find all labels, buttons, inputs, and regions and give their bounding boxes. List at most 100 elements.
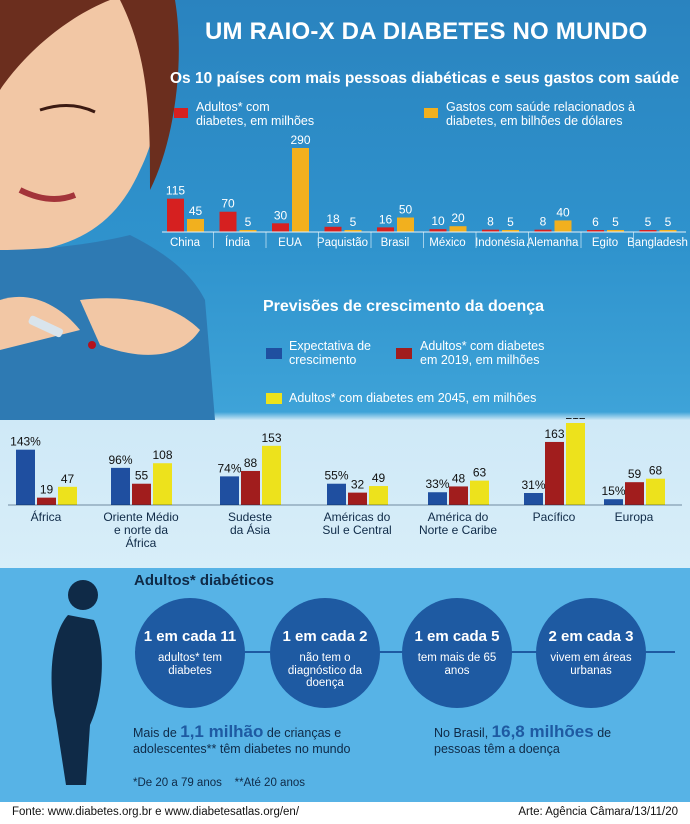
chart1-value-label: 30 <box>274 208 288 222</box>
chart1-category-label: Bangladesh <box>627 237 688 249</box>
chart2-bar-2019 <box>545 441 564 505</box>
chart2-bar-growth <box>428 492 447 505</box>
legend-swatch-growth <box>266 348 282 359</box>
legend-spending-line1: Gastos com saúde relacionados à <box>446 100 635 114</box>
chart2-category-label: Oriente Médio <box>103 510 179 524</box>
legend-adults: Adultos* com diabetes, em milhões <box>196 100 314 128</box>
chart2-bar-growth <box>111 467 130 505</box>
chart1-category-label: Paquistão <box>317 237 368 249</box>
chart2-bar-2045 <box>369 486 388 505</box>
note-children-post: de crianças e adolescentes** têm diabete… <box>133 726 351 756</box>
legend-swatch-adults <box>174 108 188 118</box>
stat-circle-1-value: 1 em cada 11 <box>143 628 237 645</box>
chart1-category-label: Alemanha <box>527 237 579 249</box>
chart1-bar-spending <box>292 148 309 232</box>
chart1-bar-spending <box>344 230 362 232</box>
legend-spending-line2: diabetes, em bilhões de dólares <box>446 114 623 128</box>
legend-swatch-2045 <box>266 393 282 404</box>
stat-circle-4-label: vivem em áreas urbanas <box>550 652 632 677</box>
chart1-category-label: Egito <box>592 237 618 249</box>
woman-illustration <box>0 0 215 420</box>
chart2-bar-2045 <box>153 463 172 505</box>
chart2-bar-2019 <box>241 470 260 505</box>
chart1-title: Os 10 países com mais pessoas diabéticas… <box>170 70 680 87</box>
chart1-bar-spending <box>554 220 572 232</box>
chart1-bar-adults <box>534 229 552 232</box>
chart1-value-label: 290 <box>290 135 310 147</box>
chart2-value-label: 19 <box>40 483 54 497</box>
chart1-bar-spending <box>659 230 677 232</box>
chart2-bar-2045 <box>470 480 489 505</box>
chart2-value-label: 212 <box>565 418 585 422</box>
chart1-value-label: 8 <box>487 215 494 229</box>
chart2-category-label: Américas do <box>324 510 391 524</box>
stat-circle-2-label: não tem o diagnóstico da doença <box>287 652 363 689</box>
chart1-value-label: 5 <box>612 215 619 229</box>
chart1-bar-adults <box>377 227 394 232</box>
chart1-bar-adults <box>272 223 289 232</box>
chart2-title: Previsões de crescimento da doença <box>263 298 545 315</box>
chart1-bar-adults <box>429 229 447 232</box>
chart1-bar-adults <box>587 230 604 232</box>
chart1-bar-spending <box>607 230 624 232</box>
chart2-bar-2045 <box>262 445 281 505</box>
footnote: *De 20 a 79 anos **Até 20 anos <box>133 777 305 789</box>
chart1-value-label: 6 <box>592 215 599 229</box>
note-children-highlight: 1,1 milhão <box>180 722 264 741</box>
chart1-value-label: 5 <box>350 215 357 229</box>
chart2-bar-growth <box>16 449 35 505</box>
chart1-value-label: 45 <box>189 204 203 218</box>
note-brazil-post: de pessoas têm a doença <box>434 726 612 756</box>
legend-swatch-2019 <box>396 348 412 359</box>
chart2-category-label: Sul e Central <box>322 523 391 537</box>
stat-circle-2: 1 em cada 2 não tem o diagnóstico da doe… <box>270 598 380 708</box>
chart2-category-label: e norte da <box>114 523 168 537</box>
chart2-value-label: 74% <box>217 461 241 475</box>
chart1-category-label: Indonésia <box>475 237 525 249</box>
chart1-bar-adults <box>167 198 184 232</box>
chart2-bar-growth <box>604 499 623 505</box>
chart1-bar-spending <box>187 218 204 232</box>
person-silhouette <box>51 580 102 785</box>
note-children: Mais de 1,1 milhão de crianças e adolesc… <box>133 722 373 757</box>
chart2-bar-growth <box>327 483 346 505</box>
legend-spending: Gastos com saúde relacionados à diabetes… <box>446 100 635 128</box>
chart2-value-label: 153 <box>261 431 281 445</box>
legend-growth-line1: Expectativa de <box>289 339 371 353</box>
note-brazil-highlight: 16,8 milhões <box>491 722 594 741</box>
chart2-value-label: 55 <box>135 469 149 483</box>
chart1-value-label: 40 <box>556 205 570 219</box>
stat-circle-3: 1 em cada 5 tem mais de 65 anos <box>402 598 512 708</box>
chart2-value-label: 49 <box>372 471 386 485</box>
chart1-value-label: 50 <box>399 203 413 217</box>
chart1-bar-spending <box>239 230 257 232</box>
chart2-category-label: Europa <box>615 510 654 524</box>
footer: Fonte: www.diabetes.org.br e www.diabete… <box>0 802 690 824</box>
stat-circle-4: 2 em cada 3 vivem em áreas urbanas <box>536 598 646 708</box>
stat-circle-4-value: 2 em cada 3 <box>548 628 634 645</box>
chart2-bar-2019 <box>449 486 468 505</box>
page-title: UM RAIO-X DA DIABETES NO MUNDO <box>205 18 648 45</box>
chart1-value-label: 18 <box>326 212 340 226</box>
legend-2045: Adultos* com diabetes em 2045, em milhõe… <box>289 391 537 405</box>
chart1-value-label: 5 <box>665 215 672 229</box>
chart1-bar-spending <box>449 226 467 232</box>
chart2-value-label: 47 <box>61 472 75 486</box>
chart1-bar-adults <box>639 230 657 232</box>
chart2-bar-2019 <box>37 497 56 505</box>
legend-adults-line1: Adultos* com <box>196 100 270 114</box>
chart2-bar-growth <box>220 476 239 505</box>
chart1-value-label: 20 <box>451 211 465 225</box>
chart1-value-label: 70 <box>221 197 235 211</box>
chart2-category-label: Sudeste <box>228 510 272 524</box>
chart2-category-label: Norte e Caribe <box>419 523 497 537</box>
chart1-bar-adults <box>482 229 499 232</box>
chart1-value-label: 5 <box>507 215 514 229</box>
chart2-value-label: 143% <box>10 435 41 449</box>
chart1-bar-spending <box>502 230 519 232</box>
legend-2019: Adultos* com diabetes em 2019, em milhõe… <box>420 339 544 367</box>
chart1-value-label: 5 <box>645 215 652 229</box>
stat-circle-2-value: 1 em cada 2 <box>282 628 368 645</box>
